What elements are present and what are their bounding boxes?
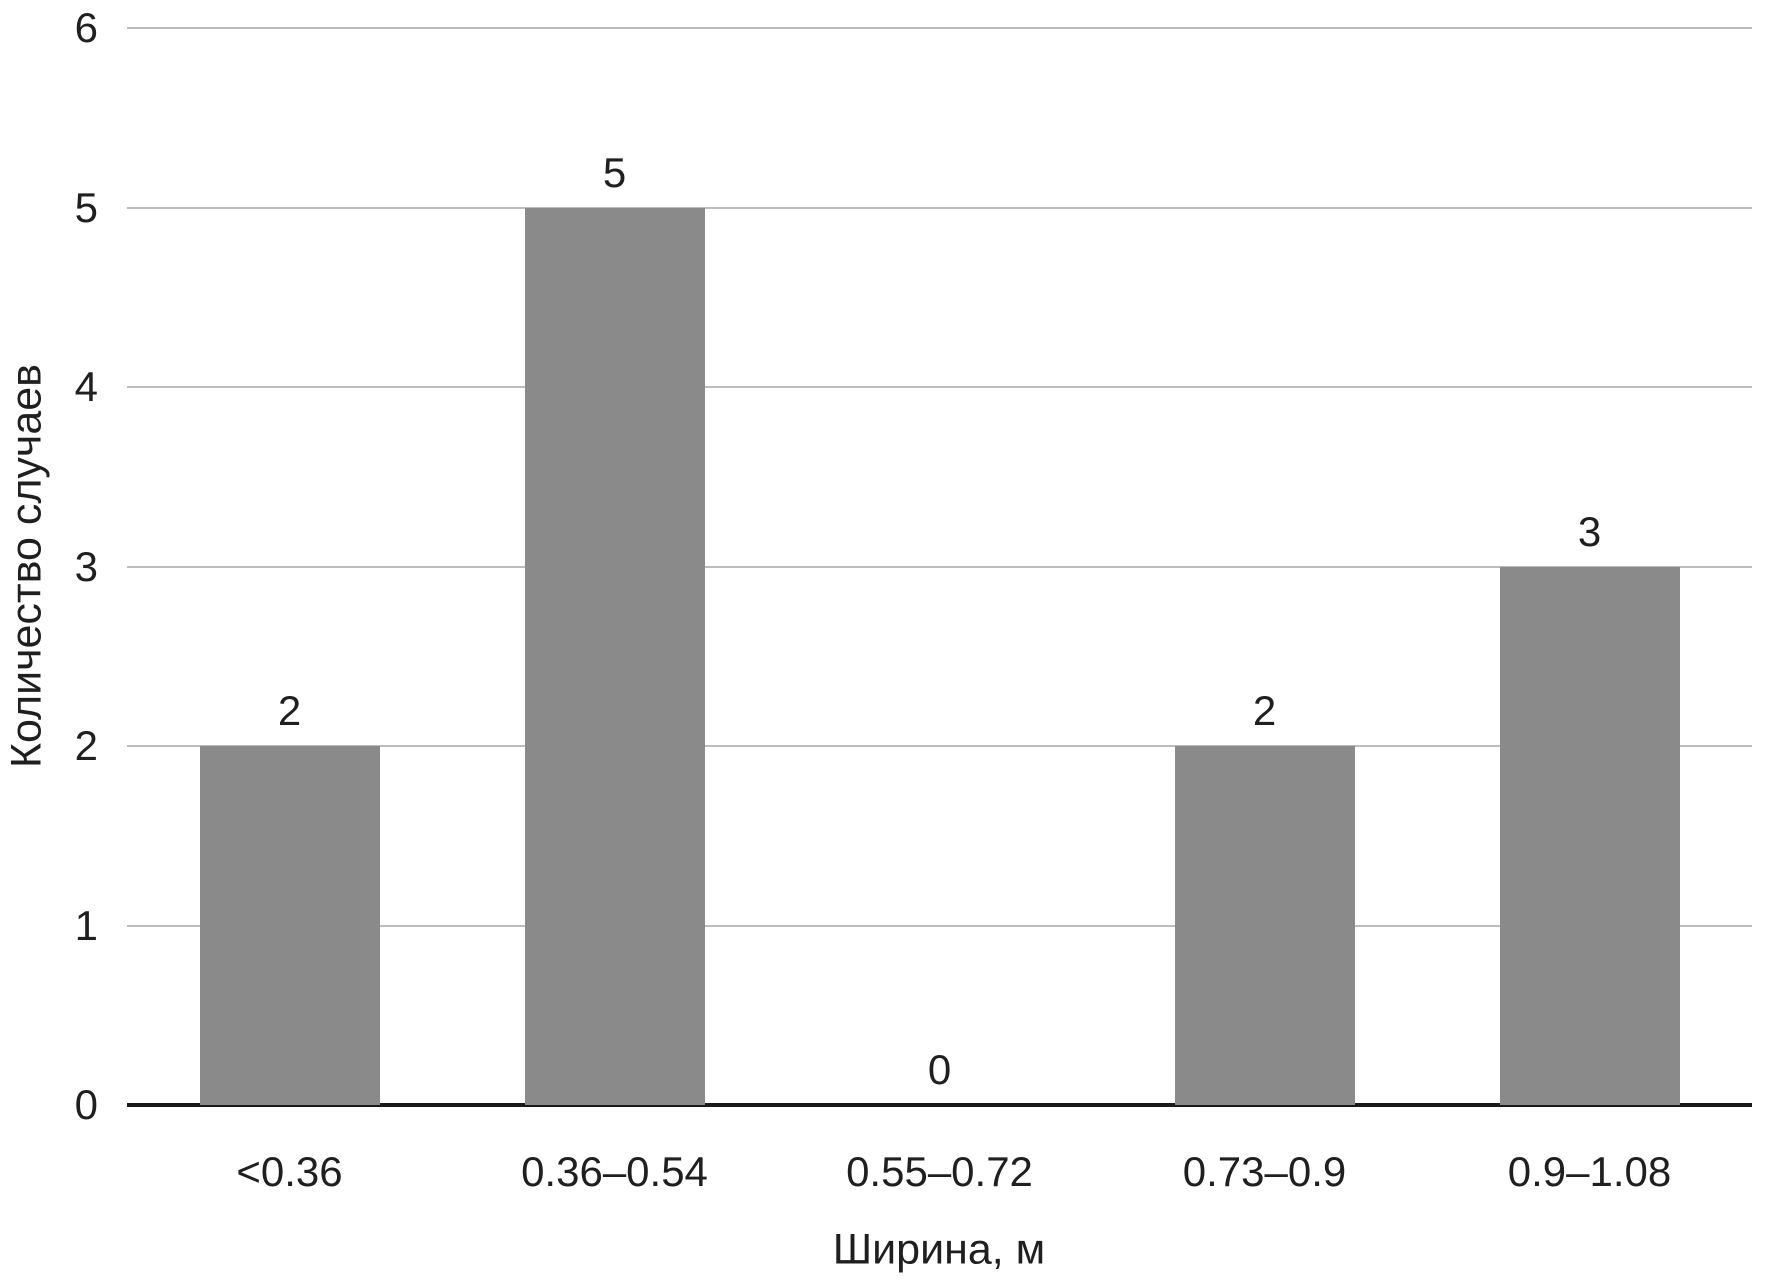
gridline	[127, 386, 1752, 388]
x-category-label: 0.73–0.9	[1182, 1148, 1347, 1195]
bar-value-label: 5	[602, 148, 627, 196]
gridline	[127, 27, 1752, 29]
bar	[1174, 746, 1355, 1105]
y-tick-label: 3	[74, 542, 98, 590]
bar	[524, 207, 705, 1105]
y-tick-label: 4	[74, 363, 98, 410]
x-category-label: 0.36–0.54	[521, 1148, 708, 1195]
bar-value-label: 3	[1577, 507, 1602, 555]
bar-value-label: 2	[277, 687, 302, 734]
gridline	[127, 565, 1752, 568]
bar	[1499, 566, 1680, 1105]
x-axis-title: Ширина, м	[832, 1225, 1046, 1274]
y-tick-label: 2	[74, 722, 98, 769]
y-tick-label: 1	[74, 901, 98, 949]
bar	[199, 746, 380, 1105]
x-axis-line	[127, 1103, 1752, 1107]
x-category-label: 0.9–1.08	[1507, 1148, 1672, 1195]
y-tick-label: 0	[74, 1081, 98, 1128]
x-category-label: <0.36	[236, 1148, 343, 1195]
bar-value-label: 2	[1252, 687, 1277, 734]
gridline	[127, 206, 1752, 209]
y-tick-label: 5	[74, 183, 98, 231]
y-tick-label: 6	[74, 4, 98, 51]
gridline	[127, 924, 1752, 927]
bar-value-label: 0	[927, 1046, 952, 1093]
x-category-label: 0.55–0.72	[846, 1148, 1033, 1195]
gridline	[127, 745, 1752, 747]
